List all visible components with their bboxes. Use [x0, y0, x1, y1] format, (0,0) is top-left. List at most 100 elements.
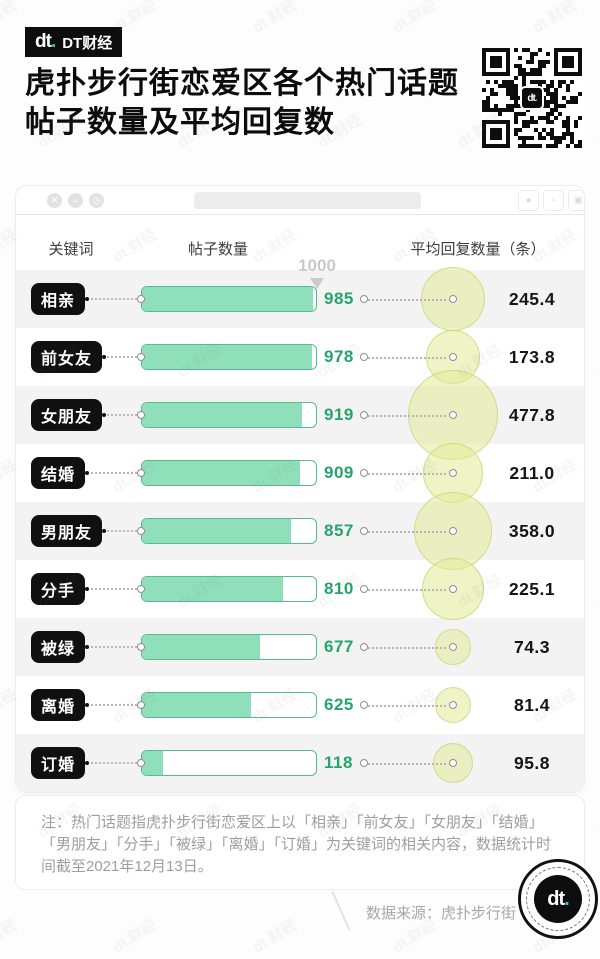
row-keyword: 相亲: [31, 270, 141, 328]
posts-value: 118: [324, 753, 353, 772]
avg-replies-value: 173.8: [508, 346, 556, 367]
posts-value: 919: [324, 405, 354, 424]
bar-start-marker-icon: [137, 295, 145, 303]
posts-bar-fill: [142, 461, 301, 485]
posts-bar-track: [141, 750, 317, 776]
close-icon[interactable]: ✕: [47, 193, 62, 208]
reply-leader-line: [368, 763, 446, 765]
posts-bar-track: [141, 576, 317, 602]
keyword-badge: 被绿: [31, 631, 86, 663]
avg-replies-value: 74.3: [513, 636, 551, 657]
bar-start-marker-icon: [137, 353, 145, 361]
axis-max-marker-icon: [310, 278, 324, 289]
footnote-text: 注：热门话题指虎扑步行街恋爱区上以「相亲」「前女友」「女朋友」「结婚」「男朋友」…: [41, 814, 552, 875]
chart-window: ✕ − ◷ ● ▫ ▣ 关键词 帖子数量 平均回复数量（条） 1000 相亲 9…: [15, 185, 585, 793]
chart-row: 男朋友 857 358.0: [16, 502, 584, 560]
reply-line-start-icon: [360, 759, 368, 767]
bubble-center-marker-icon: [449, 585, 457, 593]
leader-line: [102, 355, 141, 359]
keyword-badge: 相亲: [31, 283, 86, 315]
row-keyword: 男朋友: [31, 502, 141, 560]
avg-replies-value: 211.0: [509, 462, 555, 483]
menu-button-icon[interactable]: ▣: [568, 190, 584, 211]
posts-bar-track: [141, 692, 317, 718]
posts-bar-fill: [142, 635, 260, 659]
posts-value: 909: [324, 463, 354, 482]
bubble-center-marker-icon: [449, 469, 457, 477]
avg-replies-value: 81.4: [513, 694, 551, 715]
chart-rows: 相亲 985 245.4 前女友 978 173.8 女朋友: [16, 270, 584, 792]
reply-line-start-icon: [360, 353, 368, 361]
title-line-1: 虎扑步行街恋爱区各个热门话题: [25, 67, 459, 100]
row-keyword: 前女友: [31, 328, 141, 386]
row-keyword: 订婚: [31, 734, 141, 792]
reply-leader-line: [368, 589, 446, 591]
leader-line: [85, 471, 141, 475]
leader-line: [85, 703, 141, 707]
address-bar[interactable]: [194, 192, 421, 209]
posts-bar-fill: [142, 693, 251, 717]
reply-line-start-icon: [360, 295, 368, 303]
avg-replies-value: 95.8: [513, 752, 551, 773]
row-keyword: 女朋友: [31, 386, 141, 444]
posts-bar-track: [141, 286, 317, 312]
leader-line: [85, 761, 141, 765]
bubble-center-marker-icon: [449, 295, 457, 303]
bar-start-marker-icon: [137, 643, 145, 651]
brand-logo: dt. DT财经: [25, 27, 123, 57]
column-header-keyword: 关键词: [48, 241, 94, 258]
chart-row: 离婚 625 81.4: [16, 676, 584, 734]
title-line-2: 帖子数量及平均回复数: [25, 106, 335, 139]
posts-value: 978: [324, 347, 354, 366]
keyword-badge: 前女友: [31, 341, 103, 373]
brand-name: DT财经: [62, 34, 113, 52]
posts-bar-track: [141, 460, 317, 486]
posts-bar-track: [141, 402, 317, 428]
keyword-badge: 订婚: [31, 747, 86, 779]
axis-max-label: 1000: [298, 256, 336, 275]
bubble-center-marker-icon: [449, 759, 457, 767]
row-keyword: 被绿: [31, 618, 141, 676]
reply-leader-line: [368, 299, 446, 301]
posts-bar-fill: [142, 577, 283, 601]
bubble-center-marker-icon: [449, 411, 457, 419]
leader-line: [85, 587, 141, 591]
profile-button-icon[interactable]: ●: [518, 190, 539, 211]
reply-line-start-icon: [360, 527, 368, 535]
chart-row: 分手 810 225.1: [16, 560, 584, 618]
chart-row: 结婚 909 211.0: [16, 444, 584, 502]
leader-line: [102, 529, 141, 533]
bubble-center-marker-icon: [449, 353, 457, 361]
reply-leader-line: [368, 415, 446, 417]
posts-bar-fill: [142, 403, 302, 427]
column-header-replies: 平均回复数量（条）: [410, 241, 546, 258]
reply-line-start-icon: [360, 411, 368, 419]
bar-start-marker-icon: [137, 469, 145, 477]
minimize-icon[interactable]: −: [68, 193, 83, 208]
posts-bar-track: [141, 634, 317, 660]
chart-row: 订婚 118 95.8: [16, 734, 584, 792]
qr-code: dt.: [482, 48, 582, 148]
bar-start-marker-icon: [137, 411, 145, 419]
dt-logo-icon: dt.: [35, 31, 56, 52]
bar-start-marker-icon: [137, 701, 145, 709]
chart-row: 被绿 677 74.3: [16, 618, 584, 676]
footnote-card: 注：热门话题指虎扑步行街恋爱区上以「相亲」「前女友」「女朋友」「结婚」「男朋友」…: [15, 795, 585, 890]
chart-row: 相亲 985 245.4: [16, 270, 584, 328]
posts-bar-fill: [142, 519, 292, 543]
posts-bar-fill: [142, 751, 163, 775]
history-icon[interactable]: ◷: [89, 193, 104, 208]
posts-value: 677: [324, 637, 354, 656]
avg-replies-value: 245.4: [508, 288, 556, 309]
bubble-center-marker-icon: [449, 701, 457, 709]
leader-line: [85, 645, 141, 649]
reply-leader-line: [368, 473, 446, 475]
extensions-button-icon[interactable]: ▫: [543, 190, 564, 211]
keyword-badge: 离婚: [31, 689, 86, 721]
avg-replies-value: 477.8: [508, 404, 556, 425]
posts-bar-track: [141, 344, 317, 370]
reply-leader-line: [368, 647, 446, 649]
leader-line: [85, 297, 141, 301]
reply-line-start-icon: [360, 469, 368, 477]
bar-start-marker-icon: [137, 759, 145, 767]
